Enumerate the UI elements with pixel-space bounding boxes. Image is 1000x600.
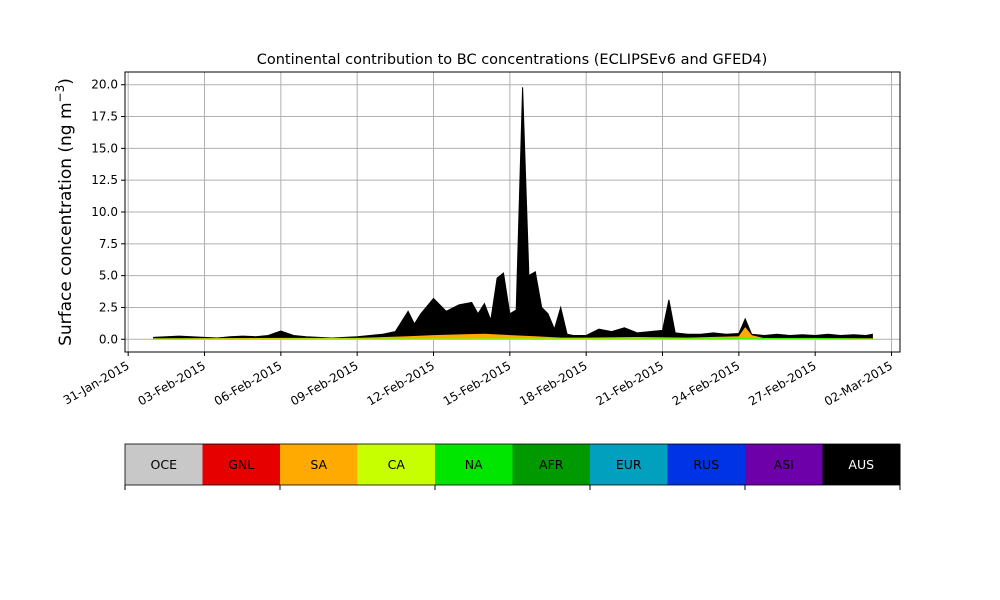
legend-label-rus: RUS xyxy=(693,457,719,472)
y-tick-label: 2.5 xyxy=(99,300,118,314)
x-tick-label: 12-Feb-2015 xyxy=(364,358,437,408)
legend-swatch-asi xyxy=(745,444,823,485)
y-tick-label: 0.0 xyxy=(99,332,118,346)
y-axis-label-main: Surface concentration (ng m xyxy=(56,102,76,345)
y-tick-label: 5.0 xyxy=(99,269,118,283)
x-tick-label: 27-Feb-2015 xyxy=(746,358,819,408)
y-axis-label: Surface concentration (ng m−3) xyxy=(53,78,76,346)
legend-swatch-rus xyxy=(667,444,746,485)
y-axis: 0.0 2.5 5.0 7.5 10.0 12.5 15.0 17.5 20.0 xyxy=(91,78,125,346)
x-tick-label: 31-Jan-2015 xyxy=(61,358,132,407)
x-tick-label: 02-Mar-2015 xyxy=(822,358,895,408)
x-axis: 31-Jan-2015 03-Feb-2015 06-Feb-2015 09-Feb-… xyxy=(61,352,895,409)
area-layer xyxy=(153,87,873,340)
legend-label-ca: CA xyxy=(388,457,406,472)
y-tick-label: 12.5 xyxy=(91,173,118,187)
legend-label-gnl: GNL xyxy=(228,457,254,472)
y-tick-label: 17.5 xyxy=(91,110,118,124)
legend-label-asi: ASI xyxy=(774,457,794,472)
series-area-aus xyxy=(153,87,873,340)
legend-label-oce: OCE xyxy=(151,457,178,472)
x-tick-label: 24-Feb-2015 xyxy=(670,358,743,408)
y-axis-label-superscript: −3 xyxy=(53,85,67,103)
legend-label-aus: AUS xyxy=(848,457,874,472)
legend-label-na: NA xyxy=(465,457,483,472)
series-area-sa xyxy=(153,327,873,340)
legend-swatch-ca xyxy=(357,444,436,485)
legend-label-sa: SA xyxy=(310,457,327,472)
legend-swatch-afr xyxy=(512,444,591,485)
legend-swatch-aus xyxy=(822,444,901,485)
x-tick-label: 03-Feb-2015 xyxy=(135,358,208,408)
grid-layer xyxy=(125,72,900,352)
y-tick-label: 10.0 xyxy=(91,205,118,219)
x-tick-label: 18-Feb-2015 xyxy=(517,358,590,408)
legend-swatch-na xyxy=(435,444,513,485)
chart-title: Continental contribution to BC concentra… xyxy=(257,52,768,68)
y-axis-label-close: ) xyxy=(56,78,76,85)
legend-swatch-sa xyxy=(280,444,358,485)
x-tick-label: 21-Feb-2015 xyxy=(593,358,666,408)
legend-swatch-gnl xyxy=(202,444,281,485)
y-tick-label: 15.0 xyxy=(91,141,118,155)
x-tick-label: 15-Feb-2015 xyxy=(441,358,514,408)
legend-swatch-eur xyxy=(590,444,668,485)
legend-swatch-oce xyxy=(125,444,203,485)
x-tick-label: 06-Feb-2015 xyxy=(212,358,285,408)
y-tick-label: 20.0 xyxy=(91,78,118,92)
legend-label-eur: EUR xyxy=(616,457,642,472)
legend-label-afr: AFR xyxy=(539,457,564,472)
y-tick-label: 7.5 xyxy=(99,237,118,251)
x-tick-label: 09-Feb-2015 xyxy=(288,358,361,408)
legend-frame xyxy=(124,443,901,486)
legend-colorbar: OCE GNL SA CA NA AFR EUR RUS ASI AUS xyxy=(124,443,901,490)
